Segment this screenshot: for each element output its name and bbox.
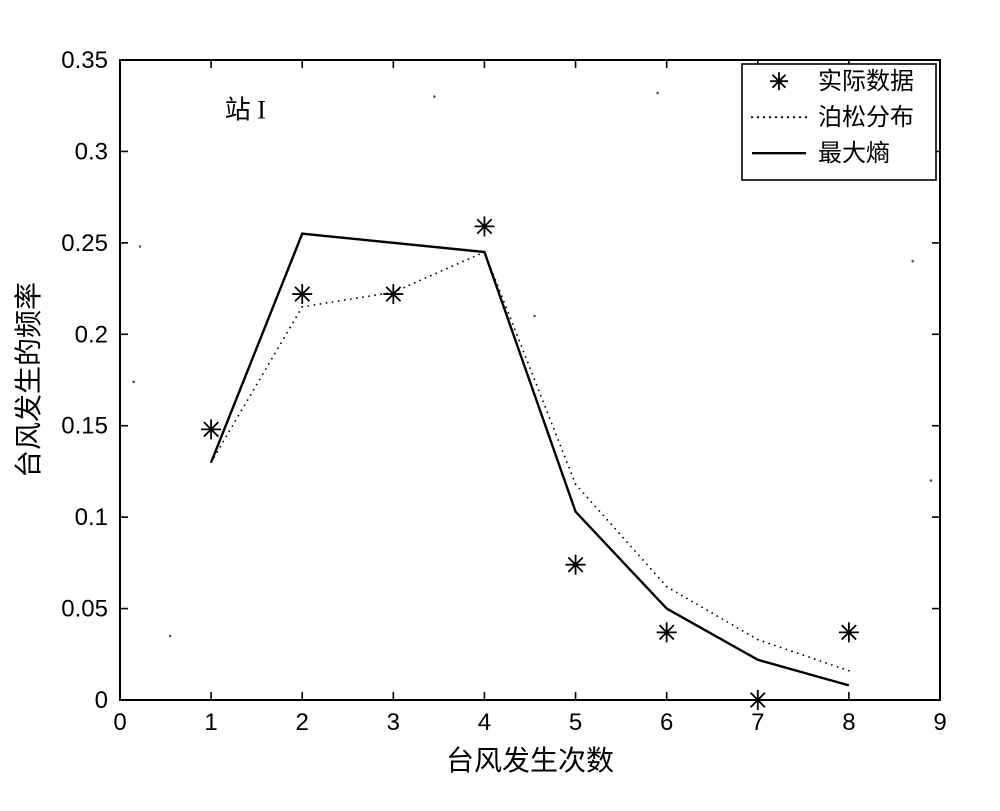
x-tick-label: 8 <box>842 709 855 736</box>
legend: 实际数据泊松分布最大熵 <box>742 64 936 180</box>
x-tick-label: 5 <box>569 709 582 736</box>
data-point-marker <box>748 690 768 710</box>
x-tick-label: 1 <box>204 709 217 736</box>
x-tick-label: 0 <box>113 709 126 736</box>
x-tick-label: 7 <box>751 709 764 736</box>
data-point-marker <box>474 216 494 236</box>
y-tick-label: 0.05 <box>61 596 108 623</box>
data-point-marker <box>839 622 859 642</box>
data-point-marker <box>201 419 221 439</box>
y-tick-label: 0.3 <box>75 138 108 165</box>
y-tick-label: 0.1 <box>75 504 108 531</box>
x-tick-label: 9 <box>933 709 946 736</box>
y-tick-label: 0.2 <box>75 321 108 348</box>
data-point-marker <box>657 622 677 642</box>
x-tick-label: 2 <box>296 709 309 736</box>
data-point-marker <box>383 284 403 304</box>
chart-root: 0 1 2 3 4 5 6 7 8 9 0 0.05 0.1 0.15 0.2 0.25 0.3 0.35 台风发生… <box>0 0 1000 811</box>
legend-marker-icon <box>770 72 788 90</box>
x-tick-label: 6 <box>660 709 673 736</box>
station-annotation: 站 I <box>225 96 266 125</box>
legend-item-label: 实际数据 <box>818 68 914 95</box>
x-tick-label: 4 <box>478 709 491 736</box>
chart-svg: 0 1 2 3 4 5 6 7 8 9 0 0.05 0.1 0.15 0.2 0.25 0.3 0.35 台风发生… <box>0 0 1000 811</box>
y-axis-label: 台风发生的频率 <box>13 282 45 478</box>
x-tick-label: 3 <box>387 709 400 736</box>
data-point-marker <box>292 284 312 304</box>
legend-item-label: 泊松分布 <box>818 104 914 131</box>
data-point-marker <box>566 555 586 575</box>
y-tick-label: 0.15 <box>61 413 108 440</box>
y-tick-label: 0.25 <box>61 230 108 257</box>
y-tick-label: 0.35 <box>61 47 108 74</box>
x-axis-label: 台风发生次数 <box>446 745 614 777</box>
y-tick-label: 0 <box>95 687 108 714</box>
legend-item-label: 最大熵 <box>818 140 890 167</box>
